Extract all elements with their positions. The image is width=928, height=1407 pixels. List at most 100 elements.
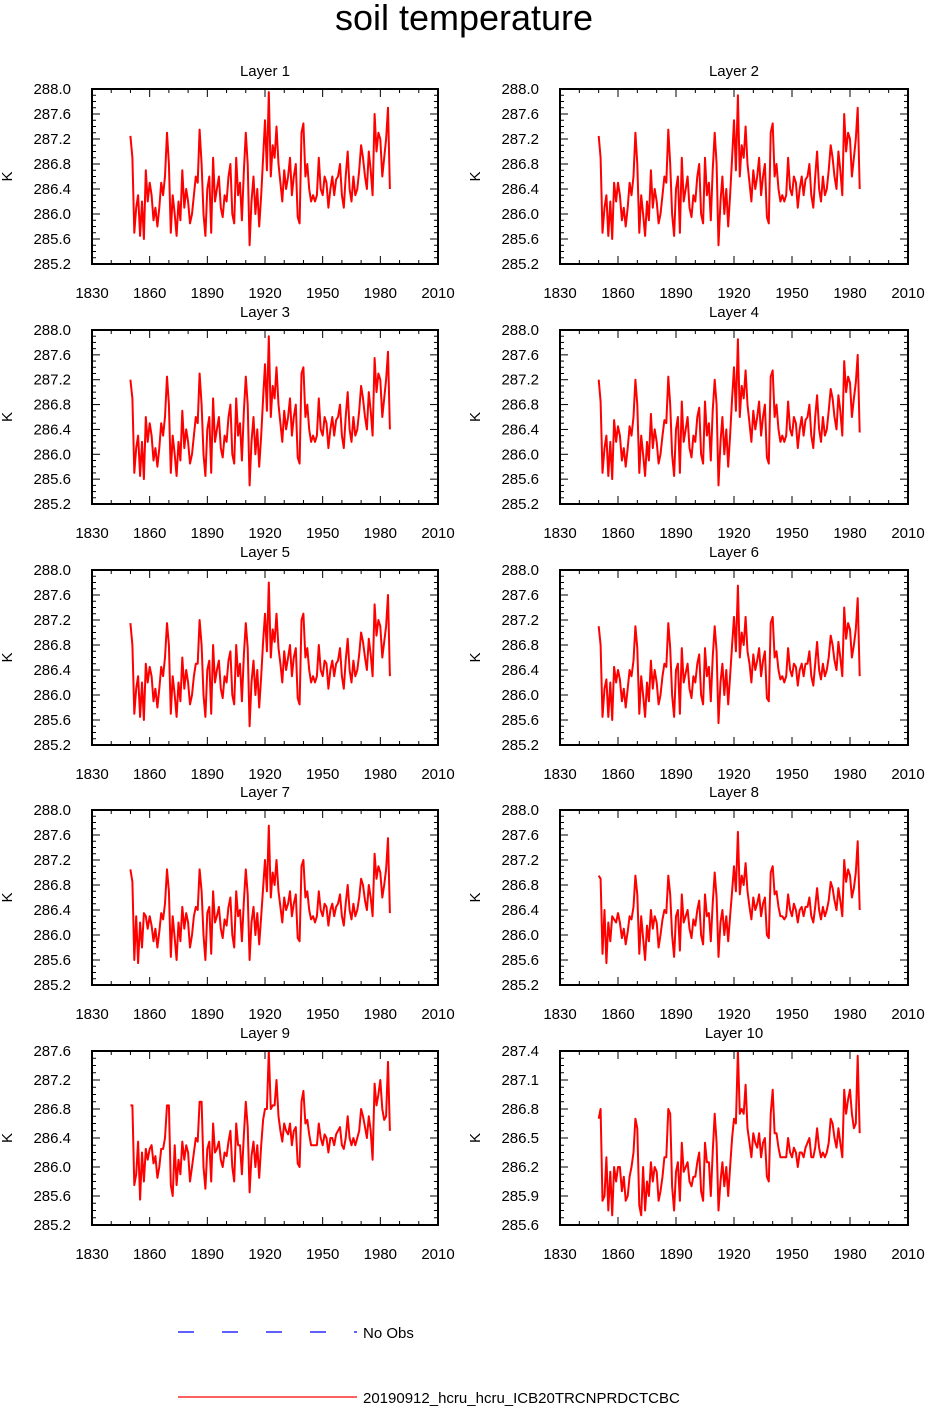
- x-tick-label: 1890: [191, 766, 224, 783]
- x-tick-label: 1950: [775, 766, 808, 783]
- y-tick-label: 286.2: [501, 1159, 539, 1176]
- y-tick-label: 286.4: [501, 902, 539, 919]
- plot-frame: [559, 809, 909, 986]
- x-tick-label: 2010: [891, 285, 924, 302]
- series-line: [597, 830, 861, 965]
- x-tick-label: 1830: [75, 766, 108, 783]
- plot-frame: [559, 569, 909, 746]
- y-tick-label: 285.2: [33, 1217, 71, 1234]
- x-tick-label: 1860: [133, 1006, 166, 1023]
- x-tick-label: 1920: [717, 285, 750, 302]
- x-tick-label: 1950: [775, 525, 808, 542]
- x-tick-label: 1830: [75, 1246, 108, 1263]
- y-tick-label: 286.0: [501, 446, 539, 463]
- y-tick-label: 286.4: [33, 1130, 71, 1147]
- series-line: [130, 1050, 391, 1201]
- panel-layer-3: Layer 3 K 1830 1860 1890 1920 1950 1980 2010 285.…: [0, 304, 455, 542]
- y-tick-label: 288.0: [33, 802, 71, 819]
- panel-layer-7: Layer 7 K 1830 1860 1890 1920 1950 1980 2010 285.…: [0, 784, 455, 1023]
- x-tick-label: 1920: [248, 766, 281, 783]
- y-tick-label: 286.4: [501, 662, 539, 679]
- x-tick-label: 2010: [421, 285, 454, 302]
- y-tick-label: 286.8: [33, 877, 71, 894]
- x-tick-label: 1950: [775, 1246, 808, 1263]
- y-tick-label: 286.0: [33, 1159, 71, 1176]
- x-tick-label: 2010: [421, 525, 454, 542]
- plot-frame: [91, 329, 439, 505]
- y-axis-label: K: [467, 652, 484, 662]
- y-tick-label: 287.6: [501, 587, 539, 604]
- panel-title: Layer 6: [709, 544, 759, 561]
- panel-title: Layer 4: [709, 304, 759, 321]
- panel-title: Layer 9: [240, 1025, 290, 1042]
- series-line: [129, 824, 391, 965]
- y-tick-label: 285.6: [33, 231, 71, 248]
- x-tick-label: 1890: [659, 285, 692, 302]
- y-tick-label: 288.0: [33, 81, 71, 98]
- x-tick-label: 1950: [306, 1246, 339, 1263]
- panel-title: Layer 7: [240, 784, 290, 801]
- x-tick-label: 1890: [659, 525, 692, 542]
- y-tick-label: 285.2: [33, 256, 71, 273]
- y-tick-label: 286.8: [33, 1101, 71, 1118]
- series-line: [597, 94, 861, 247]
- y-tick-label: 286.8: [33, 156, 71, 173]
- plot-frame: [91, 569, 439, 746]
- y-tick-label: 286.0: [33, 446, 71, 463]
- x-tick-label: 1980: [364, 766, 397, 783]
- y-tick-label: 287.2: [501, 131, 539, 148]
- y-tick-label: 287.2: [33, 612, 71, 629]
- y-axis-label: K: [0, 171, 16, 181]
- y-axis-label: K: [467, 412, 484, 422]
- y-tick-label: 285.6: [501, 231, 539, 248]
- y-axis-label: K: [0, 1133, 16, 1143]
- series-line: [129, 335, 391, 487]
- y-tick-label: 287.2: [33, 1072, 71, 1089]
- x-tick-label: 1980: [364, 525, 397, 542]
- x-tick-label: 1830: [543, 1006, 576, 1023]
- x-tick-label: 1920: [248, 285, 281, 302]
- y-tick-label: 287.6: [33, 827, 71, 844]
- y-tick-label: 285.6: [501, 952, 539, 969]
- x-tick-label: 1920: [248, 1006, 281, 1023]
- x-tick-label: 1950: [775, 1006, 808, 1023]
- y-tick-label: 286.8: [501, 1101, 539, 1118]
- y-tick-label: 286.4: [501, 421, 539, 438]
- x-tick-label: 1950: [306, 1006, 339, 1023]
- y-tick-label: 286.8: [501, 877, 539, 894]
- x-tick-label: 1980: [833, 285, 866, 302]
- panel-layer-5: Layer 5 K 1830 1860 1890 1920 1950 1980 2010 285.…: [0, 544, 455, 783]
- y-axis-label: K: [0, 412, 16, 422]
- y-tick-label: 285.2: [33, 737, 71, 754]
- y-tick-label: 286.4: [33, 662, 71, 679]
- y-tick-label: 285.2: [501, 977, 539, 994]
- x-tick-label: 1860: [601, 1246, 634, 1263]
- y-tick-label: 287.6: [33, 587, 71, 604]
- x-tick-label: 1920: [717, 1006, 750, 1023]
- y-tick-label: 285.6: [33, 712, 71, 729]
- y-axis-label: K: [0, 652, 16, 662]
- legend-label-no-obs: No Obs: [363, 1325, 414, 1342]
- x-tick-label: 1980: [364, 1246, 397, 1263]
- y-tick-label: 286.0: [501, 206, 539, 223]
- panel-layer-1: Layer 1 K 1830 1860 1890 1920 1950 1980 2010 285.…: [0, 63, 455, 302]
- y-tick-label: 285.2: [33, 496, 71, 513]
- y-tick-label: 287.2: [501, 372, 539, 389]
- y-tick-label: 287.2: [33, 131, 71, 148]
- y-tick-label: 286.0: [501, 687, 539, 704]
- y-tick-label: 288.0: [501, 802, 539, 819]
- x-tick-label: 1920: [717, 1246, 750, 1263]
- x-tick-label: 2010: [421, 1006, 454, 1023]
- y-axis-label: K: [467, 1133, 484, 1143]
- x-tick-label: 1860: [601, 766, 634, 783]
- panel-title: Layer 1: [240, 63, 290, 80]
- y-tick-label: 286.8: [501, 156, 539, 173]
- y-tick-label: 285.6: [501, 712, 539, 729]
- x-tick-label: 2010: [421, 1246, 454, 1263]
- y-tick-label: 286.8: [501, 397, 539, 414]
- plot-frame: [559, 88, 909, 265]
- y-axis-label: K: [467, 892, 484, 902]
- y-tick-label: 286.4: [501, 181, 539, 198]
- y-tick-label: 286.0: [501, 927, 539, 944]
